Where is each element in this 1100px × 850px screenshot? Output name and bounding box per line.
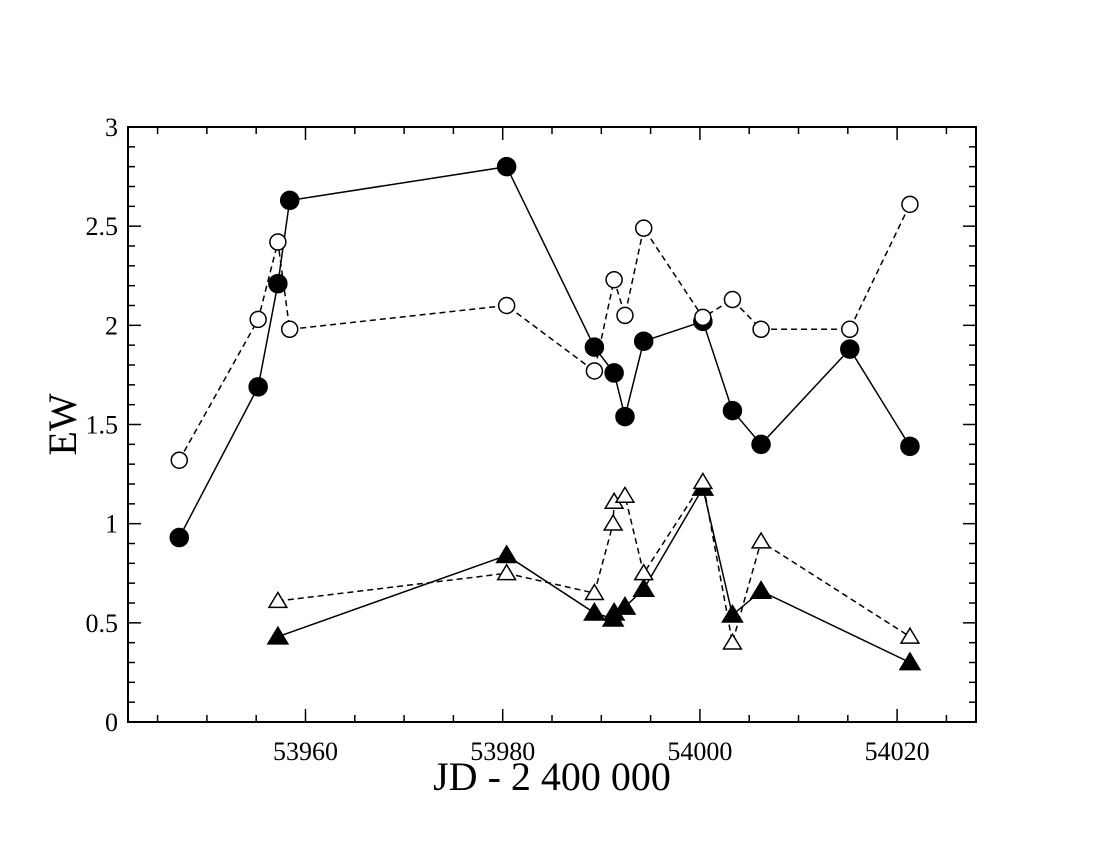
y-tick-label: 0 — [105, 708, 118, 737]
series-2-point — [841, 320, 859, 339]
series-1-point — [584, 337, 605, 357]
series-2-point — [901, 195, 919, 214]
x-axis-label: JD - 2 400 000 — [433, 754, 671, 799]
series-4-point — [496, 563, 517, 581]
x-tick-label: 54000 — [667, 737, 732, 766]
series-4-point — [722, 632, 743, 650]
series-2-point — [634, 219, 653, 237]
series-2-point — [280, 320, 299, 339]
series-1-line — [178, 165, 911, 538]
series-2-point — [723, 290, 742, 309]
series-4-point — [584, 583, 605, 601]
series-2-point — [170, 451, 189, 469]
series-3-point — [495, 544, 518, 564]
series-4-point — [750, 531, 772, 549]
series-2-point — [752, 320, 770, 339]
series-2-point — [585, 362, 604, 380]
series-1-point — [496, 156, 517, 177]
y-tick-label: 3 — [105, 113, 118, 142]
series-1-point — [840, 339, 860, 359]
series-1-point — [722, 400, 743, 421]
series-1-point — [604, 363, 624, 383]
series-4-line — [277, 480, 911, 643]
x-tick-label: 53960 — [273, 737, 338, 766]
series-3-point — [898, 651, 922, 671]
series-3-point — [632, 578, 656, 597]
series-1-point — [268, 273, 288, 294]
x-tick-label: 54020 — [865, 737, 930, 766]
series-1-point — [169, 527, 190, 548]
y-tick-label: 2.5 — [86, 212, 119, 241]
series-2-point — [605, 270, 623, 289]
series-2-point — [497, 296, 516, 315]
series-1-point — [751, 434, 771, 455]
series-2-point — [249, 310, 267, 329]
series-4-point — [692, 472, 714, 490]
y-tick-label: 1.5 — [86, 411, 119, 440]
plot-marks — [169, 156, 922, 671]
series-3-point — [583, 601, 606, 621]
axis-ticks: 53960 53980 54000 54020 0 0.5 1 1.5 2 2.5 3 — [86, 113, 976, 766]
y-tick-label: 0.5 — [86, 609, 119, 638]
series-4-point — [633, 563, 654, 581]
series-3-line — [277, 485, 911, 664]
series-1-point — [615, 406, 635, 427]
series-1-point — [900, 436, 920, 457]
series-1-point — [633, 331, 654, 351]
series-3-point — [613, 596, 637, 615]
series-2-point — [616, 306, 634, 325]
series-3-point — [266, 625, 290, 645]
y-axis-label: EW — [40, 393, 85, 455]
series-2-point — [694, 308, 712, 327]
series-1-point — [279, 190, 300, 211]
y-tick-label: 1 — [105, 510, 118, 539]
series-1-point — [248, 377, 268, 397]
series-4-point — [267, 591, 289, 609]
series-3-point — [721, 603, 744, 623]
series-4-point — [602, 513, 624, 531]
y-tick-label: 2 — [105, 311, 118, 340]
series-3-point — [749, 580, 773, 599]
series-2-point — [269, 233, 287, 251]
x-tick-label: 53980 — [470, 737, 535, 766]
series-4-point — [614, 485, 636, 504]
series-4-point — [899, 626, 921, 644]
